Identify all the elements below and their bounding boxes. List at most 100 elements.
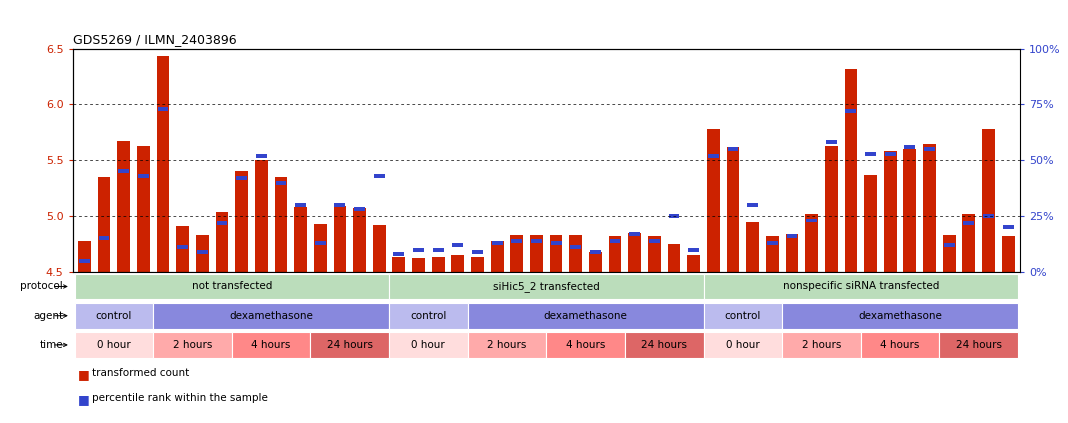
Bar [940,332,1018,358]
Bar [235,171,248,272]
Text: time: time [40,340,63,350]
Bar [294,207,307,272]
Bar [412,258,425,272]
Bar [905,145,915,149]
Text: 2 hours: 2 hours [802,340,842,350]
Bar [295,203,307,207]
Text: 24 hours: 24 hours [327,340,373,350]
Bar [570,245,581,249]
Bar [274,177,287,272]
Bar [1003,225,1014,229]
Bar [468,332,547,358]
Text: 4 hours: 4 hours [566,340,606,350]
Text: dexamethasone: dexamethasone [230,311,313,321]
Bar [782,332,861,358]
Bar [334,203,345,207]
Bar [610,239,621,242]
Bar [688,247,700,252]
Bar [276,181,286,184]
Bar [471,257,484,272]
Text: 0 hour: 0 hour [411,340,445,350]
Bar [551,241,562,245]
Bar [97,177,110,272]
Bar [78,241,91,272]
Bar [865,151,876,156]
Text: dexamethasone: dexamethasone [858,311,942,321]
Bar [590,252,601,272]
Bar [311,332,389,358]
Bar [550,235,563,272]
Bar [747,222,759,272]
Bar [255,160,268,272]
Bar [468,303,704,329]
Text: control: control [410,311,446,321]
Bar [453,243,464,247]
Bar [75,303,153,329]
Text: control: control [96,311,132,321]
Bar [766,236,779,272]
Bar [452,255,465,272]
Text: 2 hours: 2 hours [487,340,527,350]
Bar [75,332,153,358]
Bar [845,69,858,272]
Text: 4 hours: 4 hours [880,340,920,350]
Bar [157,56,170,272]
Bar [433,247,443,252]
Bar [805,214,818,272]
Bar [669,214,679,218]
Bar [628,233,641,272]
Text: 0 hour: 0 hour [97,340,130,350]
Bar [195,235,208,272]
Bar [590,250,601,254]
Text: protocol: protocol [20,281,63,291]
Text: ■: ■ [78,368,90,381]
Bar [625,332,704,358]
Text: 0 hour: 0 hour [726,340,759,350]
Bar [232,332,311,358]
Text: siHic5_2 transfected: siHic5_2 transfected [493,281,599,292]
Bar [963,221,974,225]
Bar [861,332,940,358]
Bar [138,174,148,178]
Text: 24 hours: 24 hours [641,340,687,350]
Bar [137,146,150,272]
Bar [98,236,110,240]
Bar [314,224,327,272]
Bar [389,303,468,329]
Bar [782,303,1018,329]
Bar [864,175,877,272]
Bar [1002,236,1015,272]
Bar [629,232,640,236]
Bar [491,241,503,245]
Bar [176,226,189,272]
Bar [374,174,384,178]
Text: control: control [724,311,761,321]
Bar [748,203,758,207]
Bar [531,239,541,242]
Bar [389,274,704,299]
Bar [413,247,424,252]
Bar [393,252,405,256]
Bar [315,241,326,245]
Bar [649,239,660,242]
Bar [354,208,366,272]
Bar [530,235,543,272]
Bar [512,239,522,242]
Bar [806,219,817,222]
Bar [648,236,661,272]
Bar [727,147,738,151]
Bar [688,255,700,272]
Text: GDS5269 / ILMN_2403896: GDS5269 / ILMN_2403896 [73,33,236,47]
Text: nonspecific siRNA transfected: nonspecific siRNA transfected [783,281,939,291]
Bar [569,235,582,272]
Bar [79,259,90,263]
Bar [236,176,247,180]
Bar [153,332,232,358]
Bar [824,146,837,272]
Text: not transfected: not transfected [191,281,272,291]
Bar [609,236,622,272]
Bar [904,149,916,272]
Bar [393,257,405,272]
Bar [119,170,129,173]
Text: 24 hours: 24 hours [956,340,1002,350]
